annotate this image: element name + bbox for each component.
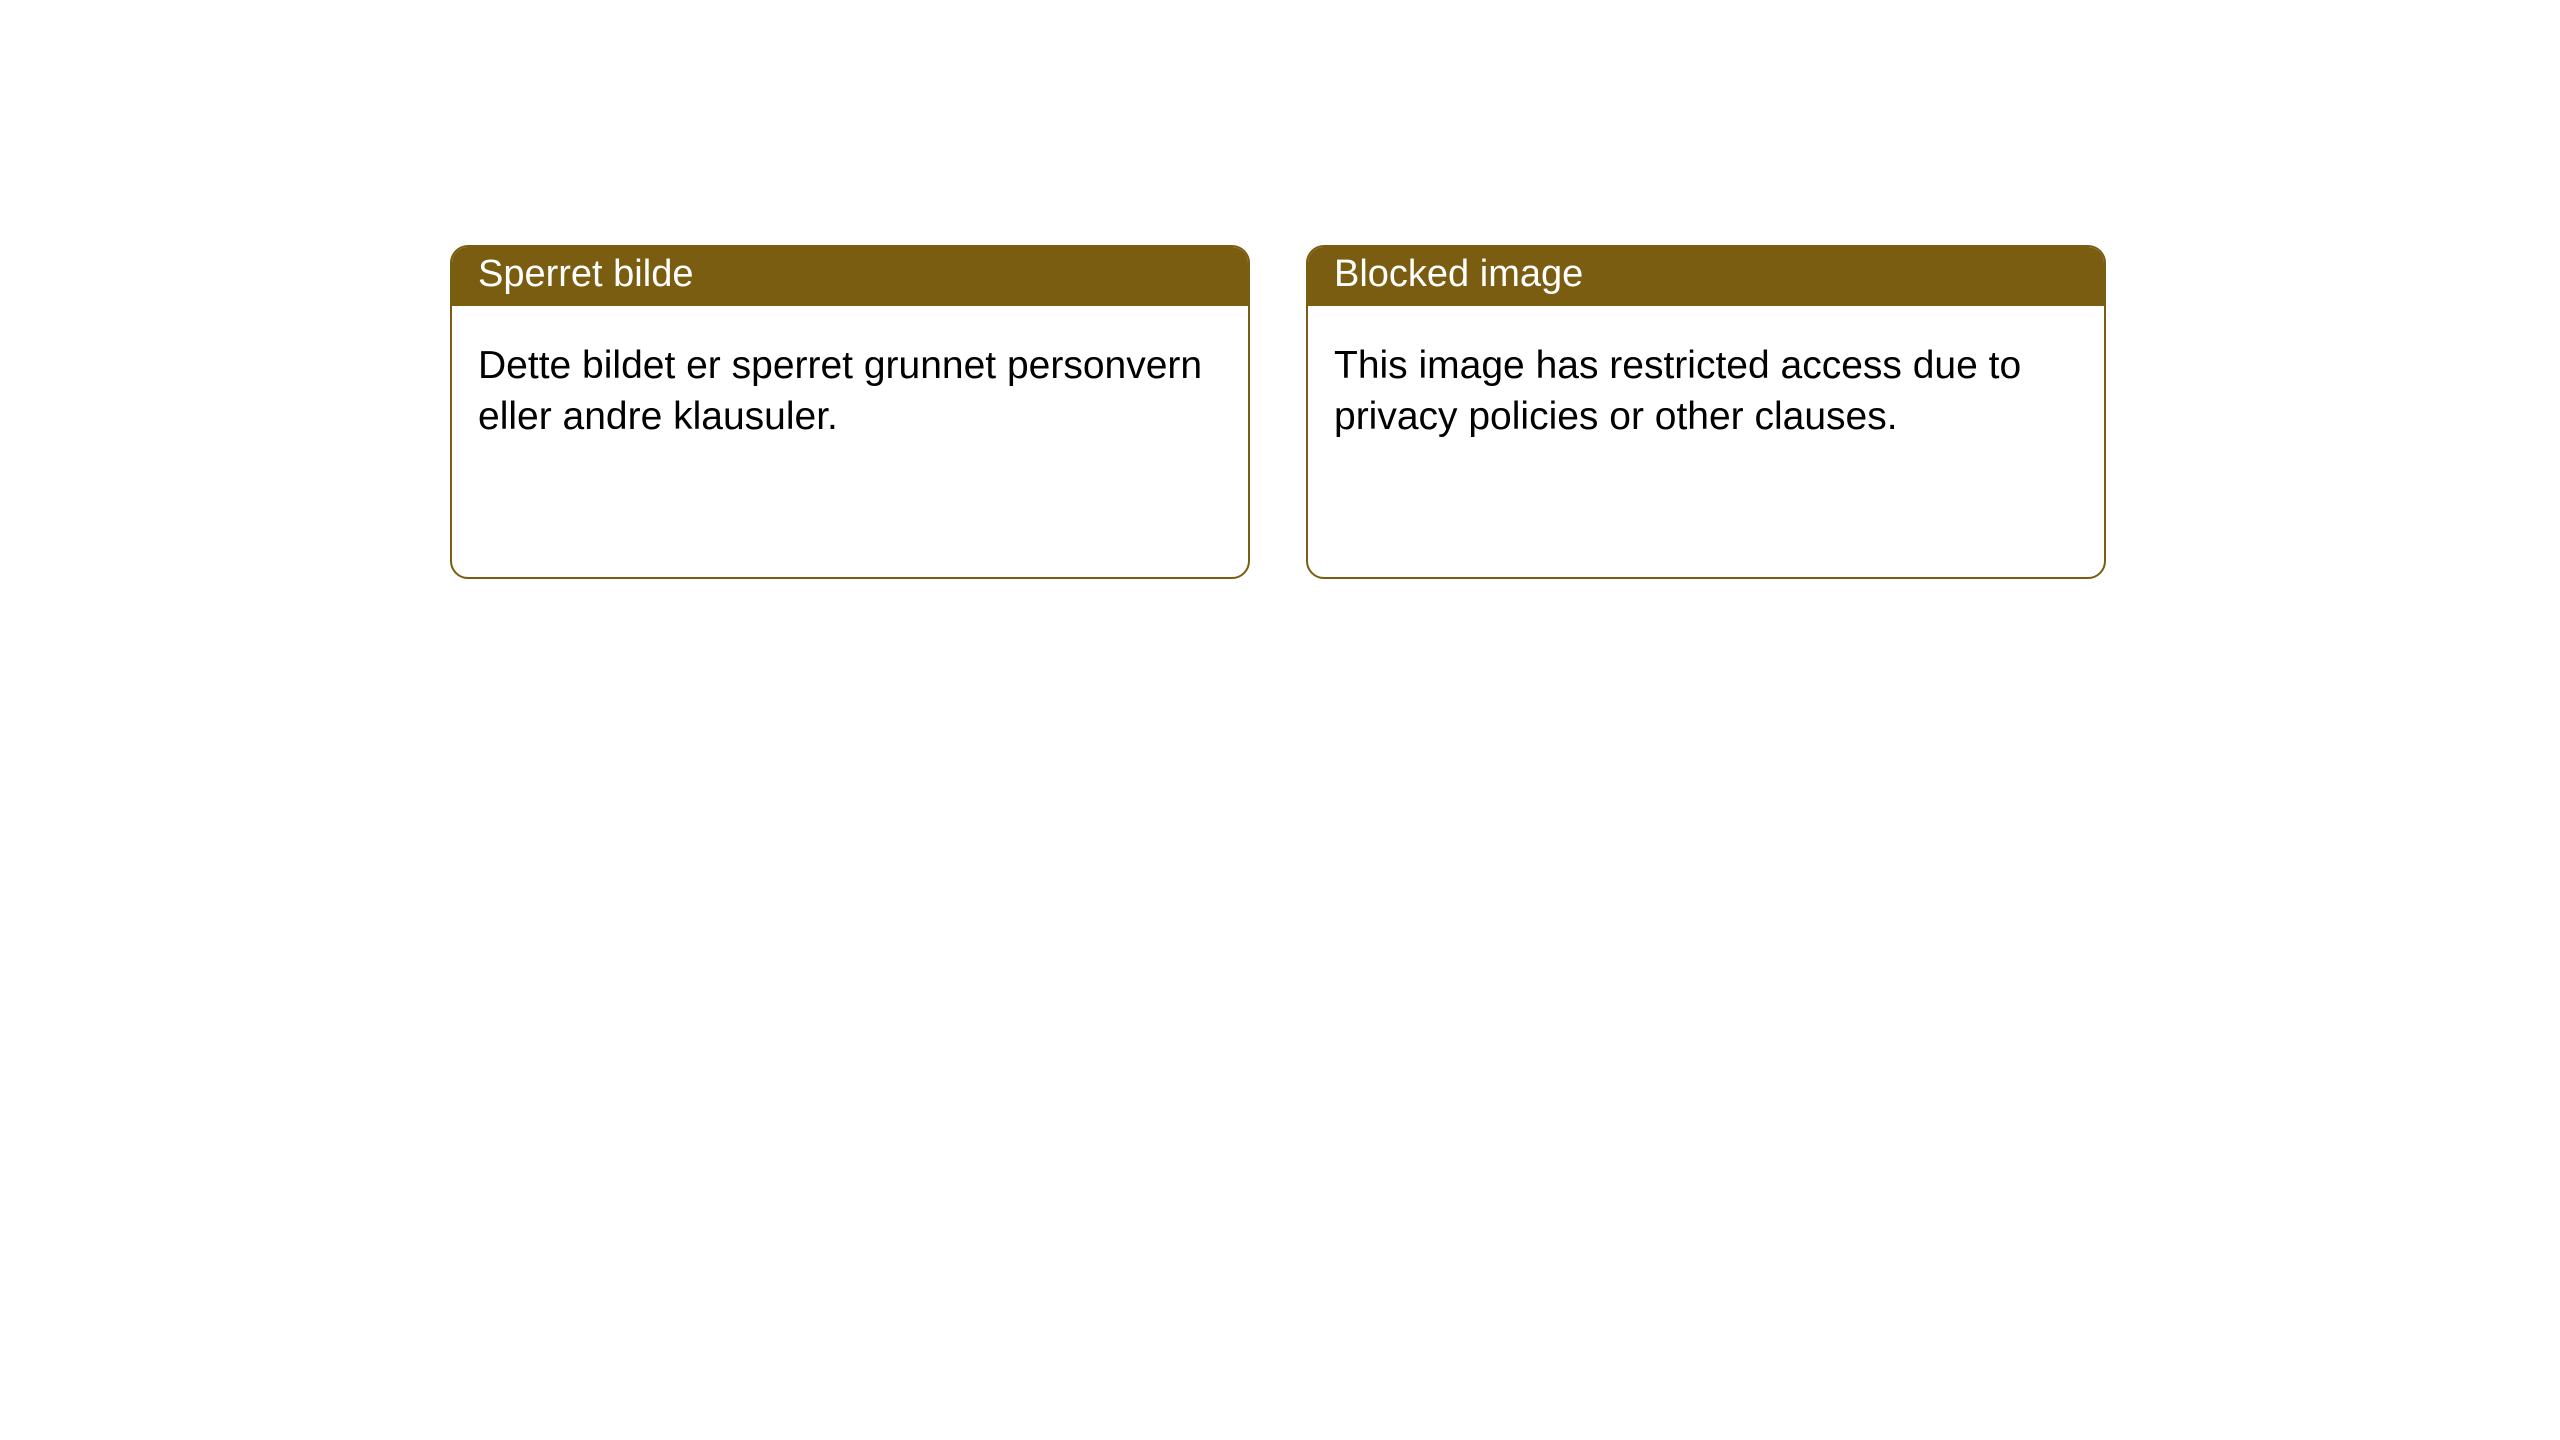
notice-cards-container: Sperret bilde Dette bildet er sperret gr… [450, 245, 2106, 579]
card-header: Blocked image [1308, 247, 2104, 306]
notice-card-norwegian: Sperret bilde Dette bildet er sperret gr… [450, 245, 1250, 579]
notice-card-english: Blocked image This image has restricted … [1306, 245, 2106, 579]
card-body: This image has restricted access due to … [1308, 306, 2104, 477]
card-body: Dette bildet er sperret grunnet personve… [452, 306, 1248, 477]
card-header: Sperret bilde [452, 247, 1248, 306]
